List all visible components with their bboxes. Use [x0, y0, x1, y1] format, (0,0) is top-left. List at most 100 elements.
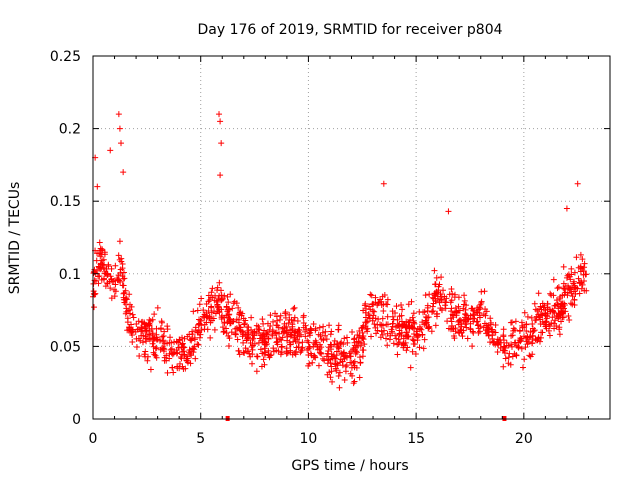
x-axis-label: GPS time / hours — [291, 458, 408, 474]
data-point — [394, 341, 401, 348]
data-point — [220, 329, 227, 336]
data-point — [366, 312, 373, 319]
data-point — [245, 333, 252, 340]
data-point — [129, 339, 136, 346]
data-point — [570, 280, 577, 287]
data-point — [274, 322, 281, 329]
data-point — [242, 345, 249, 352]
data-point — [379, 322, 386, 329]
data-point — [112, 281, 119, 288]
data-point — [359, 346, 366, 353]
data-point — [292, 329, 299, 336]
data-point — [272, 310, 279, 317]
data-point — [146, 316, 153, 323]
data-point — [208, 303, 215, 310]
data-point — [150, 343, 157, 350]
data-point — [251, 340, 258, 347]
data-point — [184, 359, 191, 366]
data-point — [324, 350, 331, 357]
data-point — [142, 348, 149, 355]
data-point — [527, 353, 534, 360]
data-point — [392, 309, 399, 316]
data-point — [224, 293, 231, 300]
data-point — [236, 351, 243, 358]
data-point — [582, 271, 589, 278]
data-point — [411, 320, 418, 327]
data-point — [383, 335, 390, 342]
data-point — [553, 297, 560, 304]
data-point — [269, 332, 276, 339]
data-point — [577, 251, 584, 258]
data-point — [532, 306, 539, 313]
data-point — [223, 312, 230, 319]
data-point — [278, 344, 285, 351]
data-point — [272, 330, 279, 337]
data-point — [280, 330, 287, 337]
data-point — [235, 316, 242, 323]
data-point — [551, 302, 558, 309]
data-point — [379, 331, 386, 338]
data-point — [143, 327, 150, 334]
data-point — [298, 331, 305, 338]
data-point — [567, 276, 574, 283]
data-point — [348, 359, 355, 366]
data-point — [169, 364, 176, 371]
data-point — [461, 301, 468, 308]
data-point — [244, 327, 251, 334]
data-point — [531, 327, 538, 334]
data-point — [107, 147, 114, 154]
data-point — [146, 336, 153, 343]
data-point — [343, 334, 350, 341]
data-point — [531, 300, 538, 307]
data-point — [452, 325, 459, 332]
data-point — [544, 306, 551, 313]
data-point — [371, 308, 378, 315]
data-point — [294, 336, 301, 343]
data-point — [500, 326, 507, 333]
data-point — [369, 301, 376, 308]
data-point — [556, 324, 563, 331]
data-point — [367, 291, 374, 298]
data-point — [286, 311, 293, 318]
data-point — [108, 295, 115, 302]
data-point — [160, 337, 167, 344]
data-point — [185, 349, 192, 356]
data-point — [312, 325, 319, 332]
data-point — [462, 316, 469, 323]
data-point — [308, 352, 315, 359]
data-point — [136, 353, 143, 360]
data-point — [456, 330, 463, 337]
data-point — [168, 350, 175, 357]
data-point — [316, 349, 323, 356]
data-point — [304, 337, 311, 344]
data-point — [128, 303, 135, 310]
data-point — [349, 372, 356, 379]
data-point — [218, 296, 225, 303]
data-point — [390, 340, 397, 347]
data-point — [335, 344, 342, 351]
data-point — [537, 321, 544, 328]
y-tick-label: 0.25 — [50, 49, 81, 65]
data-point — [409, 336, 416, 343]
data-point — [191, 336, 198, 343]
data-point — [287, 341, 294, 348]
data-point — [196, 316, 203, 323]
data-point — [384, 296, 391, 303]
data-point — [521, 356, 528, 363]
y-tick-label: 0.15 — [50, 194, 81, 210]
data-point — [91, 304, 98, 311]
data-point — [424, 314, 431, 321]
data-point — [189, 331, 196, 338]
data-point — [389, 330, 396, 337]
data-point — [549, 307, 556, 314]
x-tick-label: 0 — [89, 431, 98, 447]
data-point — [198, 295, 205, 302]
data-point — [104, 280, 111, 287]
data-point — [526, 352, 533, 359]
chart-title: Day 176 of 2019, SRMTID for receiver p80… — [197, 22, 502, 38]
data-point — [240, 349, 247, 356]
data-point — [554, 301, 561, 308]
data-point — [368, 292, 375, 299]
data-point — [535, 335, 542, 342]
data-point — [319, 329, 326, 336]
